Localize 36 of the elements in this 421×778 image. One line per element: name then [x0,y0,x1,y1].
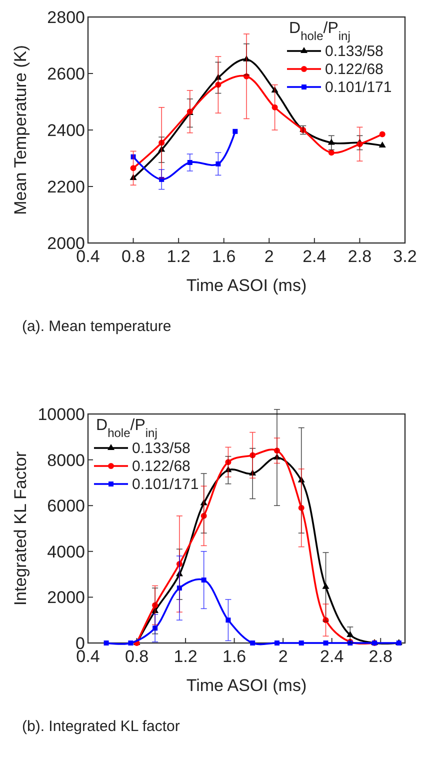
x-tick-label: 2.8 [348,247,372,266]
y-tick-label: 4000 [47,542,85,562]
y-axis-title: Mean Temperature (K) [11,45,30,215]
x-tick-label: 1.2 [174,647,198,666]
legend-title: D$_{hole}$/P$_{inj}$ [289,20,350,43]
x-tick-label: 2 [278,647,288,666]
x-tick-label: 1.2 [166,247,190,266]
x-tick-label: 1.6 [222,647,246,666]
x-axis-title: Time ASOI (ms) [186,276,307,295]
x-tick-label: 2 [264,247,274,266]
x-tick-label: 2.4 [302,247,326,266]
legend-label: 0.101/171 [132,476,199,493]
legend-title: D$_{hole}$/P$_{inj}$ [96,417,158,440]
x-axis-title: Time ASOI (ms) [186,676,307,695]
x-tick-label: 2.8 [368,647,392,666]
legend-label: 0.122/68 [132,458,190,475]
text: (a). Mean temperature [22,318,172,335]
y-tick-label: 2400 [47,121,85,140]
legend-label: 0.101/171 [325,79,392,96]
y-tick-label: 6000 [47,496,85,516]
legend-label: 0.133/58 [132,440,190,457]
x-tick-label: 1.6 [212,247,236,266]
y-tick-label: 2800 [47,8,85,27]
text: (b). Integrated KL factor [22,718,180,735]
legend-label: 0.122/68 [325,61,384,78]
y-tick-label: 2000 [47,588,85,608]
x-tick-label: 0.8 [121,247,146,266]
y-tick-label: 2200 [47,178,85,196]
x-tick-label: 2.4 [320,647,344,666]
y-axis-title: Integrated KL Factor [11,450,30,606]
x-tick-label: 0.8 [124,647,149,666]
y-tick-label: 2600 [47,64,85,84]
x-tick-label: 3.2 [393,247,417,266]
y-tick-label: 8000 [47,450,85,470]
legend-label: 0.133/58 [325,43,384,60]
y-tick-label: 10000 [38,405,85,424]
